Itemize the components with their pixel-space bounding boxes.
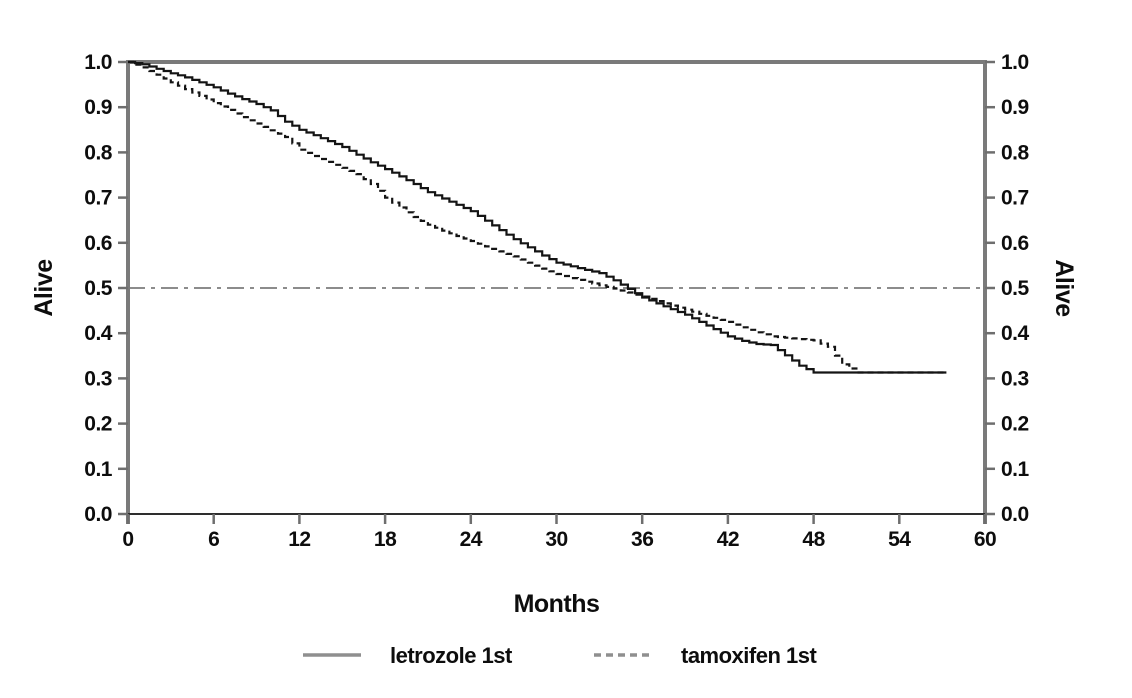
y-tick-label-left: 0.6 — [84, 232, 112, 255]
y-tick-label-right: 0.5 — [1001, 277, 1030, 300]
y-tick-label-right: 0.7 — [1001, 187, 1029, 210]
x-tick-label: 30 — [545, 528, 567, 551]
y-tick-label-right: 0.8 — [1001, 141, 1030, 164]
y-tick-label-right: 0.0 — [1001, 503, 1029, 526]
x-tick-label: 12 — [288, 528, 310, 551]
y-axis-title-left: Alive — [30, 259, 58, 317]
legend-label: tamoxifen 1st — [681, 643, 817, 668]
y-tick-label-left: 0.1 — [84, 458, 113, 481]
x-tick-label: 42 — [717, 528, 739, 551]
y-tick-label-right: 0.2 — [1001, 413, 1029, 436]
series-line-letrozole-1st — [128, 60, 947, 374]
y-tick-label-left: 0.8 — [84, 141, 113, 164]
x-tick-label: 36 — [631, 528, 653, 551]
series-line-tamoxifen-1st — [128, 60, 947, 374]
x-tick-label: 54 — [888, 528, 911, 551]
x-tick-label: 18 — [374, 528, 397, 551]
x-tick-label: 0 — [122, 528, 133, 551]
x-tick-label: 6 — [208, 528, 219, 551]
y-tick-label-left: 0.4 — [84, 322, 113, 345]
y-tick-label-left: 1.0 — [84, 51, 112, 74]
y-tick-label-right: 0.4 — [1001, 322, 1030, 345]
x-axis-title: Months — [514, 590, 600, 618]
y-tick-label-left: 0.5 — [84, 277, 113, 300]
y-tick-label-left: 0.0 — [84, 503, 112, 526]
y-tick-label-right: 0.9 — [1001, 96, 1029, 119]
y-tick-label-left: 0.3 — [84, 367, 112, 390]
y-tick-label-left: 0.7 — [84, 187, 112, 210]
legend-label: letrozole 1st — [390, 643, 513, 668]
x-tick-label: 48 — [802, 528, 825, 551]
y-tick-label-left: 0.9 — [84, 96, 112, 119]
x-tick-label: 60 — [974, 528, 996, 551]
y-tick-label-right: 0.1 — [1001, 458, 1030, 481]
y-tick-label-left: 0.2 — [84, 413, 112, 436]
y-tick-label-right: 0.6 — [1001, 232, 1029, 255]
y-tick-label-right: 1.0 — [1001, 51, 1029, 74]
x-tick-label: 24 — [460, 528, 483, 551]
y-tick-label-right: 0.3 — [1001, 367, 1029, 390]
y-axis-title-right: Alive — [1050, 259, 1078, 317]
